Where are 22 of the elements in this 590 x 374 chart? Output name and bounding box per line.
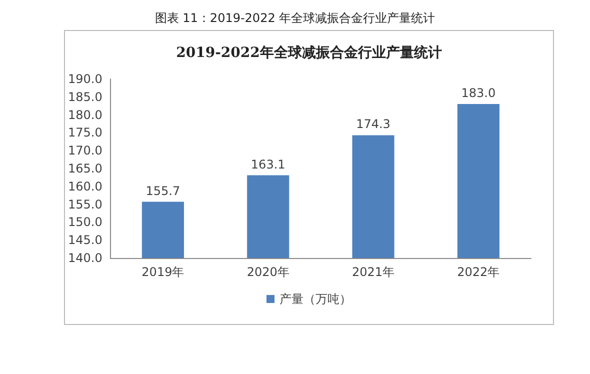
text: 图表 11：2019-2022 年全球减振合金行业产量统计 <box>154 11 436 25</box>
y-tick-label: 185.0 <box>68 90 102 104</box>
y-tick-label: 165.0 <box>68 162 102 176</box>
text: 163.1 <box>250 157 286 172</box>
text: 174.3 <box>356 117 390 132</box>
y-tick-label: 175.0 <box>68 126 102 140</box>
y-tick-label: 145.0 <box>68 233 102 248</box>
text: 183.0 <box>461 86 496 100</box>
y-tick-label: 190.0 <box>68 72 102 86</box>
y-tick-label: 150.0 <box>68 215 102 230</box>
x-tick-label: 2022年 <box>457 265 500 279</box>
y-tick-label: 140.0 <box>68 251 102 265</box>
x-tick-label: 2019年 <box>142 265 184 279</box>
y-tick-label: 180.0 <box>68 108 102 122</box>
text: 155.7 <box>146 184 180 198</box>
x-tick-label: 2020年 <box>246 265 290 279</box>
x-tick-label: 2021年 <box>352 265 395 279</box>
y-tick-label: 155.0 <box>68 197 102 212</box>
y-tick-label: 160.0 <box>68 179 102 194</box>
chart-title: 2019-2022年全球减振合金行业产量统计 <box>176 44 442 61</box>
legend-label: 产量（万吨） <box>280 292 352 306</box>
y-tick-label: 170.0 <box>68 144 102 158</box>
